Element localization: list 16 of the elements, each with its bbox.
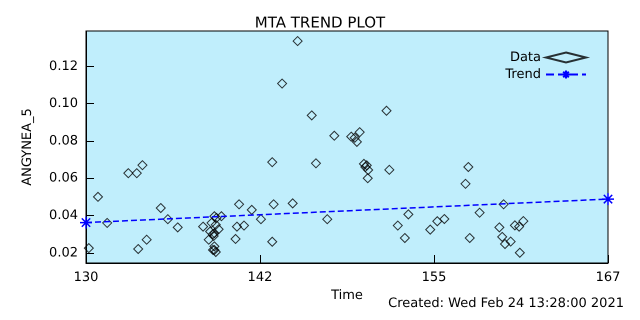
x-tick-label: 142 — [248, 270, 272, 285]
x-tick-label: 167 — [596, 270, 620, 285]
y-tick-label: 0.06 — [49, 170, 78, 186]
text: Created: Wed Feb 24 13:28:00 2021 — [388, 296, 624, 311]
x-tick-label: 130 — [74, 270, 98, 285]
y-axis-title: ANGYNEA_5 — [20, 108, 35, 186]
x-tick-label: 155 — [422, 270, 446, 285]
y-tick-label: 0.02 — [49, 245, 78, 260]
y-tick-label: 0.08 — [49, 133, 78, 148]
legend-label: Trend — [504, 67, 541, 82]
y-tick-label: 0.10 — [49, 96, 78, 112]
y-tick-label: 0.04 — [49, 208, 78, 223]
chart-title: MTA TREND PLOT — [254, 14, 386, 32]
y-tick-label: 0.12 — [49, 58, 78, 74]
legend-label: Data — [510, 50, 541, 65]
x-axis-title: Time — [330, 288, 363, 303]
